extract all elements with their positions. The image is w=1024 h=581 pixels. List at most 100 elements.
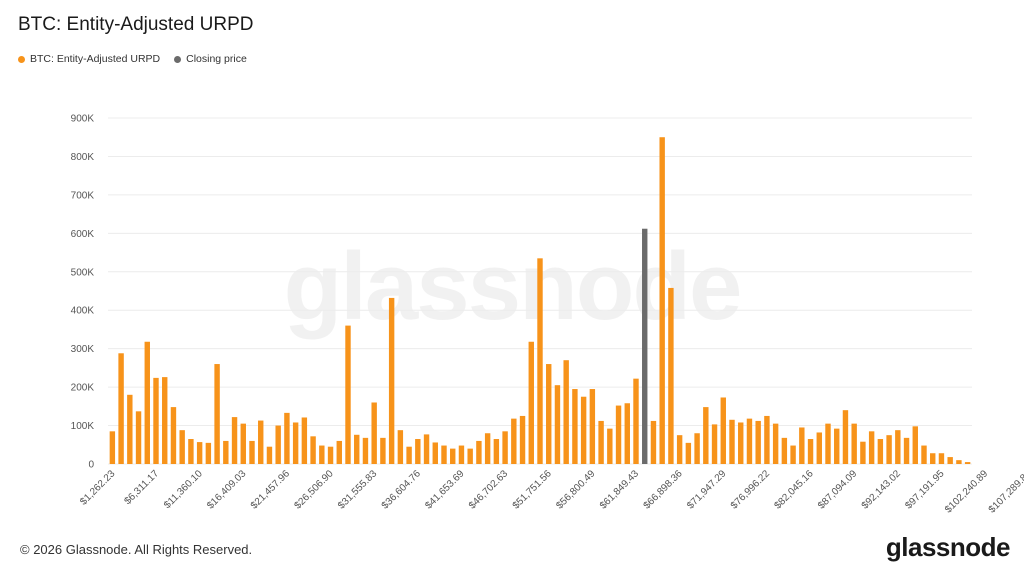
urpd-bar[interactable] [484,433,491,464]
glassnode-logo[interactable]: glassnode [885,532,1011,562]
urpd-bar[interactable] [528,341,534,464]
urpd-bar[interactable] [511,418,517,464]
urpd-bar[interactable] [956,460,962,464]
urpd-bar[interactable] [903,437,910,464]
urpd-bar[interactable] [144,341,150,464]
urpd-bar[interactable] [284,412,290,464]
urpd-bar[interactable] [964,462,971,464]
urpd-bar[interactable] [546,364,552,464]
urpd-bar[interactable] [851,423,857,464]
legend-item-urpd[interactable]: BTC: Entity-Adjusted URPD [18,53,160,65]
urpd-bar[interactable] [624,403,630,464]
urpd-bar[interactable] [703,407,709,464]
urpd-bar[interactable] [292,422,299,464]
urpd-bar[interactable] [127,394,133,464]
urpd-bar[interactable] [764,415,770,464]
urpd-bar[interactable] [799,427,805,464]
urpd-bar[interactable] [781,437,788,464]
urpd-bar[interactable] [406,446,412,464]
urpd-bar[interactable] [362,437,369,464]
urpd-bar[interactable] [371,402,377,464]
urpd-bar[interactable] [886,435,892,464]
urpd-bar[interactable] [231,417,238,464]
urpd-bar[interactable] [179,430,185,464]
urpd-bar[interactable] [223,440,229,464]
urpd-bar[interactable] [441,445,447,464]
urpd-bar[interactable] [580,396,587,464]
urpd-bar[interactable] [458,445,465,464]
urpd-bar[interactable] [676,435,683,464]
urpd-bar[interactable] [327,446,334,464]
urpd-bar[interactable] [930,453,936,464]
urpd-bar[interactable] [842,410,849,464]
urpd-bar[interactable] [476,440,482,464]
urpd-bar[interactable] [563,360,569,464]
urpd-bar[interactable] [467,448,473,464]
urpd-bar[interactable] [170,407,177,464]
urpd-bar[interactable] [432,442,438,464]
urpd-bar[interactable] [275,425,281,464]
urpd-bar[interactable] [345,325,351,464]
urpd-bar[interactable] [301,417,308,464]
urpd-bar[interactable] [650,420,657,464]
urpd-bar[interactable] [607,428,613,464]
urpd-bar[interactable] [310,436,316,464]
urpd-bar[interactable] [729,419,735,464]
urpd-bar[interactable] [502,431,508,464]
urpd-bar[interactable] [834,428,840,464]
urpd-bar[interactable] [423,434,430,464]
urpd-bar[interactable] [868,431,875,464]
urpd-bar[interactable] [450,448,456,464]
urpd-bar[interactable] [388,297,395,464]
urpd-bar[interactable] [519,415,526,464]
urpd-bar[interactable] [336,440,342,464]
urpd-bar[interactable] [109,431,116,464]
urpd-bar[interactable] [118,353,124,464]
urpd-bar[interactable] [738,422,744,464]
urpd-bar[interactable] [205,442,212,464]
urpd-bar[interactable] [807,439,814,464]
legend-item-closing-price[interactable]: Closing price [174,53,247,65]
urpd-bar[interactable] [240,423,246,464]
urpd-bar[interactable] [816,432,822,464]
urpd-bar[interactable] [266,446,273,464]
urpd-bar[interactable] [162,377,168,464]
urpd-bar[interactable] [685,442,692,464]
urpd-bar[interactable] [380,437,386,464]
urpd-bar[interactable] [755,420,761,464]
urpd-bar[interactable] [746,418,753,464]
urpd-bar[interactable] [397,430,404,464]
urpd-bar[interactable] [537,258,543,464]
urpd-bar[interactable] [188,439,194,464]
urpd-bar[interactable] [633,378,639,464]
urpd-bar[interactable] [912,426,918,464]
urpd-bar[interactable] [947,457,953,464]
urpd-bar[interactable] [694,433,700,464]
urpd-bar[interactable] [860,441,866,464]
urpd-bar[interactable] [720,397,726,464]
urpd-bar[interactable] [598,420,604,464]
urpd-bar[interactable] [554,385,561,464]
urpd-bar[interactable] [135,411,142,464]
urpd-bar[interactable] [790,445,796,464]
urpd-bar[interactable] [938,453,945,464]
urpd-bar[interactable] [572,389,578,464]
urpd-bar[interactable] [319,445,325,464]
urpd-bar[interactable] [415,439,421,464]
urpd-bar[interactable] [589,389,596,464]
urpd-bar[interactable] [825,423,831,464]
urpd-bar[interactable] [921,445,927,464]
urpd-bar[interactable] [214,364,220,464]
urpd-bar[interactable] [772,423,779,464]
urpd-bar[interactable] [877,439,884,464]
urpd-bar[interactable] [659,137,665,464]
urpd-bar[interactable] [196,442,203,464]
urpd-bar[interactable] [354,434,360,464]
urpd-bar[interactable] [258,420,264,464]
urpd-bar[interactable] [711,424,718,464]
urpd-bar[interactable] [153,377,159,464]
urpd-bar[interactable] [668,287,674,464]
closing-price-bar[interactable] [642,228,648,464]
urpd-bar[interactable] [895,430,901,464]
urpd-bar[interactable] [615,405,622,464]
